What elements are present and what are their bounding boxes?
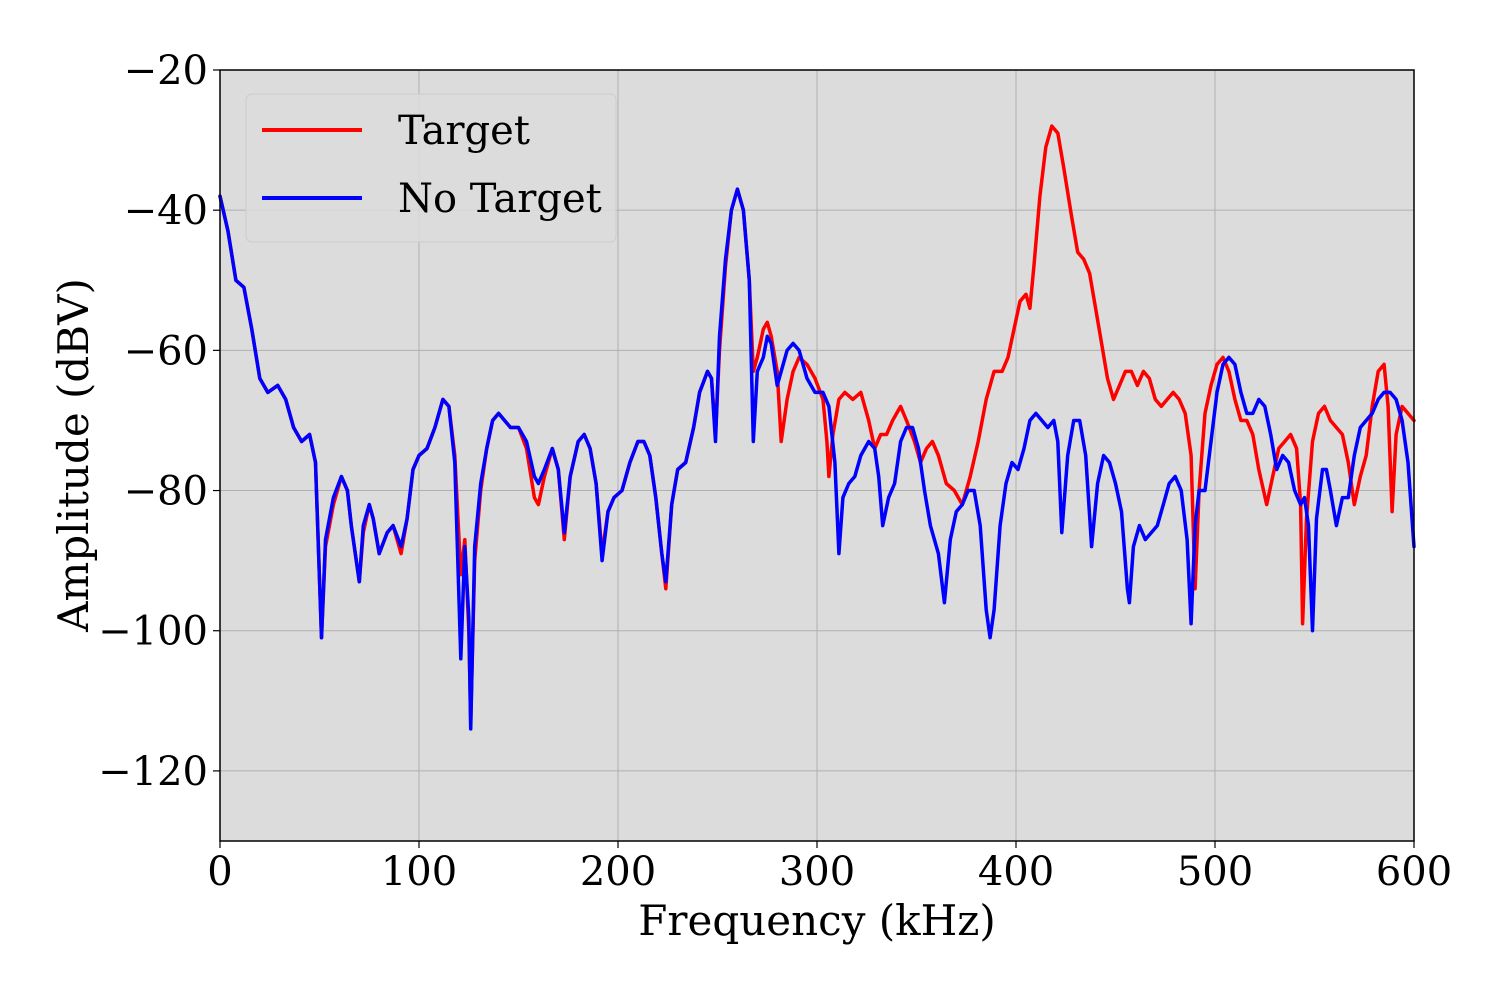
x-axis-label: Frequency (kHz) [638, 896, 996, 945]
x-tick-label: 500 [1177, 849, 1253, 895]
legend-label-no-target: No Target [398, 176, 602, 222]
y-tick-label: −20 [124, 48, 208, 94]
y-tick-label: −80 [124, 469, 208, 515]
y-tick-label: −120 [98, 749, 208, 795]
y-tick-label: −40 [124, 188, 208, 234]
x-tick-label: 200 [580, 849, 656, 895]
x-tick-label: 300 [779, 849, 855, 895]
legend: Target No Target [245, 93, 617, 243]
series-line-no-target [218, 187, 1416, 731]
x-tick-label: 100 [381, 849, 457, 895]
legend-label-target: Target [398, 108, 530, 154]
x-tick-label: 0 [207, 849, 232, 895]
y-tick-label: −100 [98, 609, 208, 655]
x-tick-label: 400 [978, 849, 1054, 895]
y-axis-label: Amplitude (dBV) [49, 278, 98, 633]
series-lines [218, 124, 1416, 731]
y-tick-label: −60 [124, 328, 208, 374]
axis-ticks: 0 100 200 300 400 500 600 −120 −100 −80 −60 −40 −20 [98, 48, 1452, 895]
x-tick-label: 600 [1376, 849, 1452, 895]
